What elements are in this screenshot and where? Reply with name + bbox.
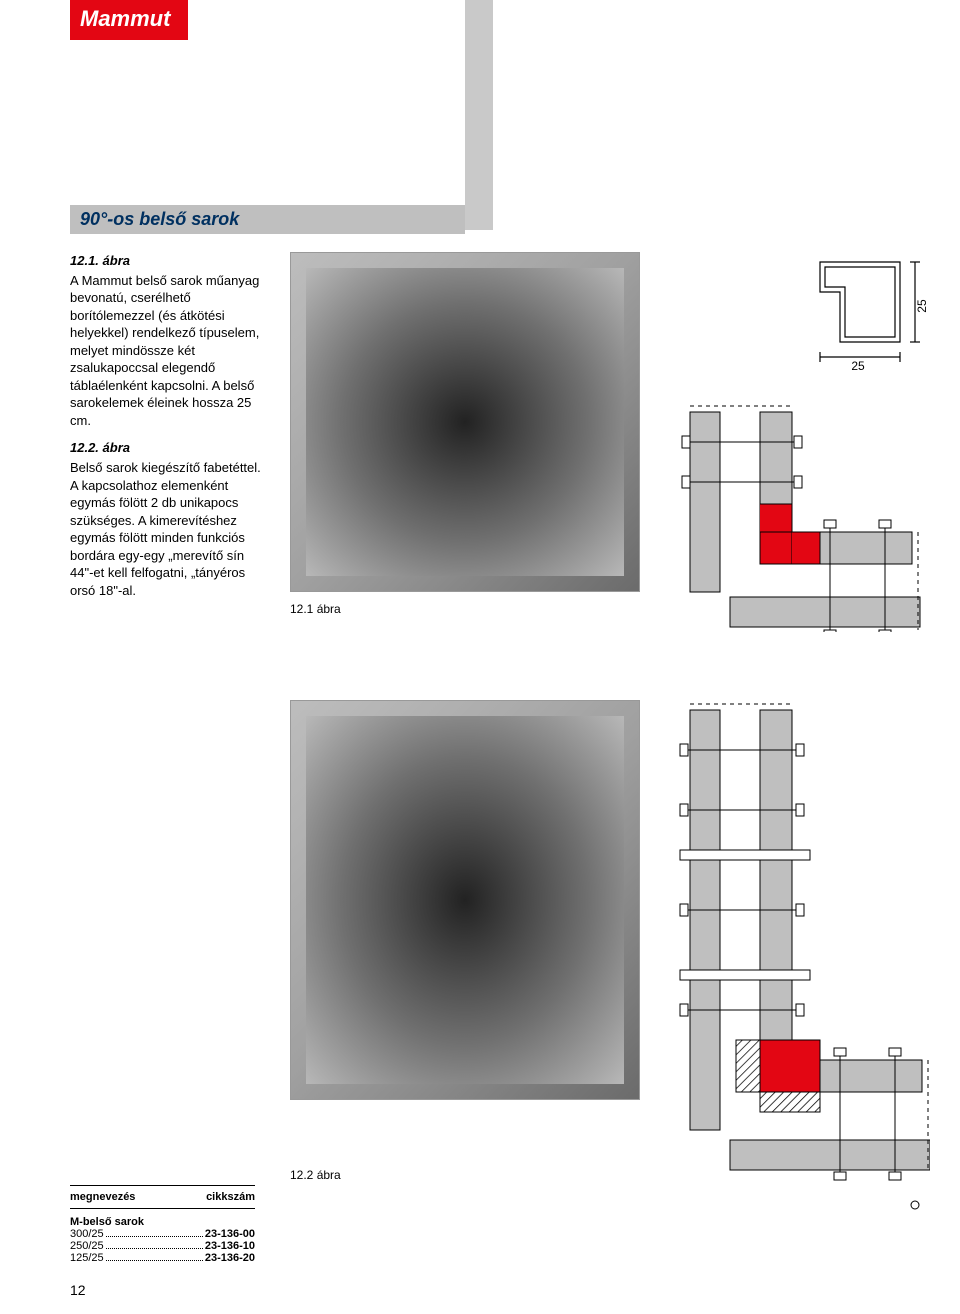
decorative-stripe — [465, 0, 493, 230]
body-text: 12.1. ábra A Mammut belső sarok műanyag … — [70, 252, 270, 609]
paragraph-heading-2: 12.2. ábra — [70, 439, 270, 457]
part-code: 23-136-00 — [205, 1228, 255, 1240]
dim-v: 25 — [915, 299, 929, 313]
part-code: 23-136-20 — [205, 1252, 255, 1264]
figure-caption-1: 12.1 ábra — [290, 602, 341, 616]
paragraph-2: Belső sarok kiegészítő fabetéttel. A kap… — [70, 459, 270, 599]
section-title: 90°-os belső sarok — [70, 205, 465, 234]
paragraph-heading-1: 12.1. ábra — [70, 252, 270, 270]
part-name: 250/25 — [70, 1240, 104, 1252]
parts-table: megnevezés cikkszám M-belső sarok 300/25… — [70, 1182, 255, 1264]
part-name: 300/25 — [70, 1228, 104, 1240]
brand-tab: Mammut — [70, 0, 188, 40]
parts-table-group: M-belső sarok — [70, 1212, 255, 1228]
paragraph-1: A Mammut belső sarok műanyag bevonatú, c… — [70, 272, 270, 430]
dim-h: 25 — [851, 359, 865, 373]
table-row: 300/25 23-136-00 — [70, 1228, 255, 1240]
figure-photo-2 — [290, 700, 640, 1100]
figure-caption-2: 12.2 ábra — [290, 1168, 341, 1182]
parts-table-col1: megnevezés — [70, 1191, 135, 1203]
diagram-bottom — [670, 700, 930, 1220]
figure-photo-1 — [290, 252, 640, 592]
part-name: 125/25 — [70, 1252, 104, 1264]
page-number: 12 — [70, 1282, 86, 1298]
diagram-top: 25 25 — [670, 252, 930, 632]
table-row: 125/25 23-136-20 — [70, 1252, 255, 1264]
part-code: 23-136-10 — [205, 1240, 255, 1252]
parts-table-col2: cikkszám — [206, 1191, 255, 1203]
table-row: 250/25 23-136-10 — [70, 1240, 255, 1252]
